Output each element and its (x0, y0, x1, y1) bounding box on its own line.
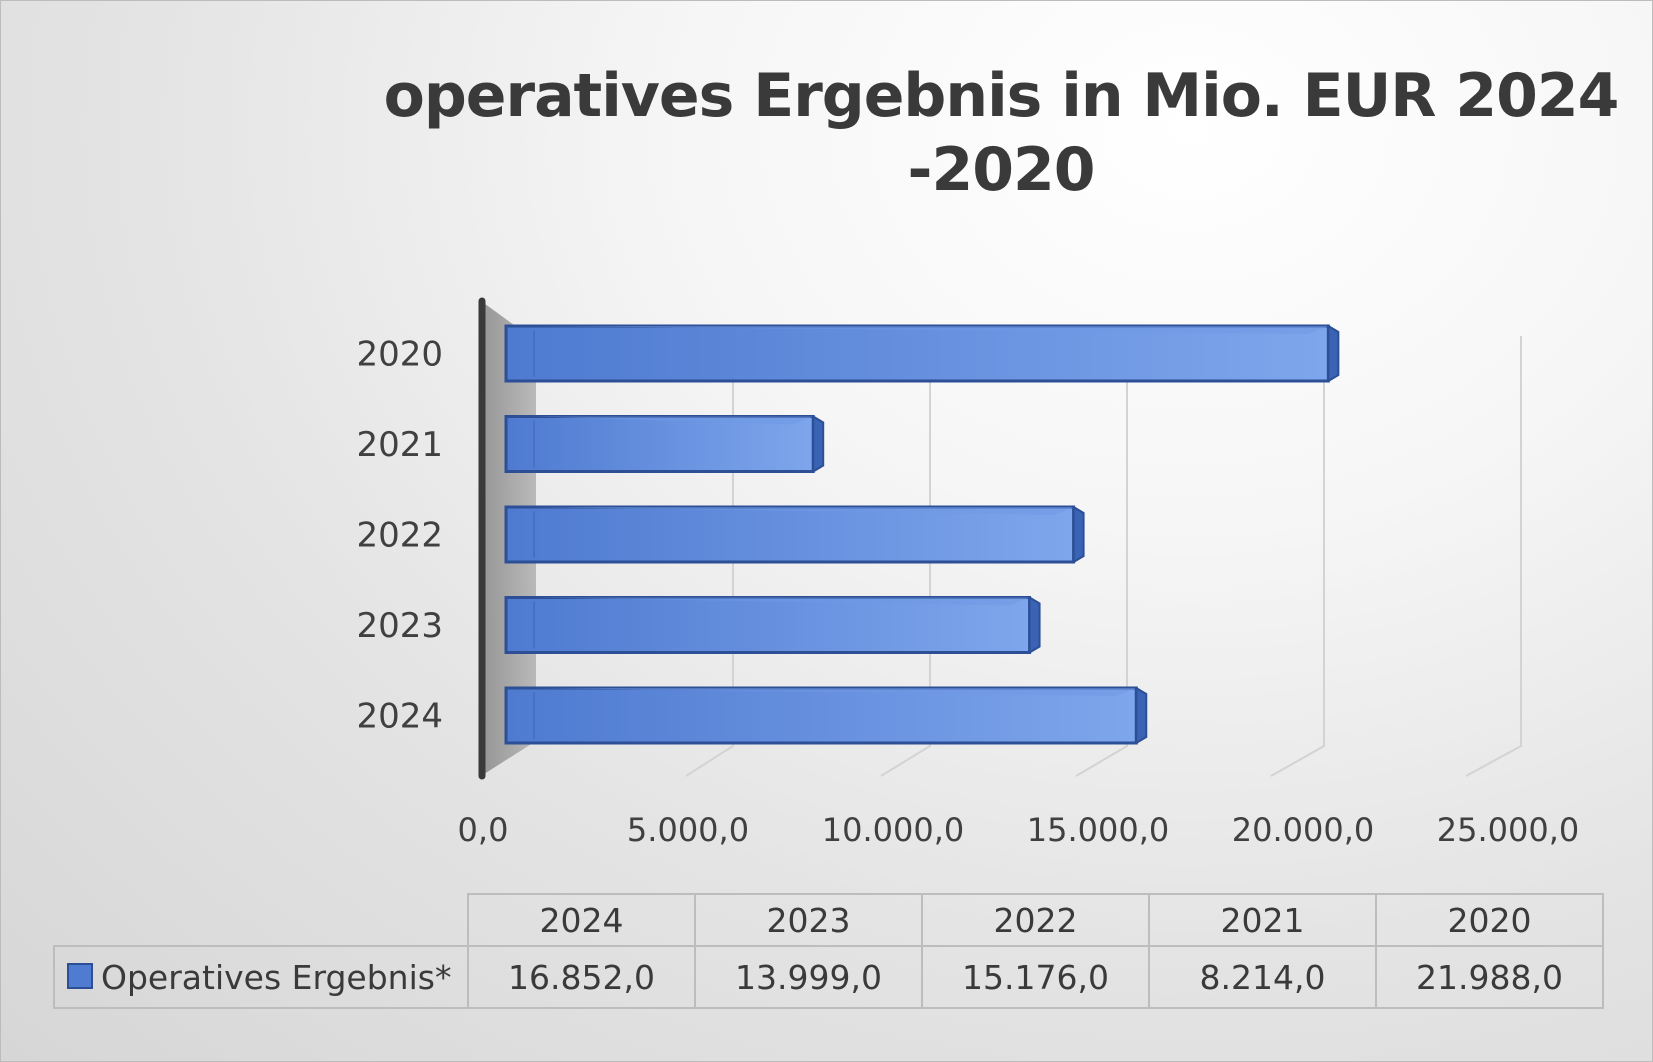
bar-end-cap (812, 414, 825, 474)
data-table-header-row: 2024 2023 2022 2021 2020 (54, 893, 1604, 947)
chart-title: operatives Ergebnis in Mio. EUR 2024 -20… (383, 61, 1620, 205)
bar-2024 (504, 686, 1148, 745)
bar-2020 (504, 324, 1340, 383)
bar-2023 (504, 595, 1041, 655)
bar-end-cap (1072, 505, 1085, 564)
data-table-value-cell: 21.988,0 (1375, 945, 1604, 1009)
y-tick-label: 2024 (356, 697, 443, 737)
data-table-header-cell: 2023 (694, 893, 923, 947)
bar-face (504, 596, 1032, 654)
data-table-value-cell: 13.999,0 (694, 945, 923, 1009)
bar-end-cap (1028, 595, 1041, 655)
data-table-corner (54, 894, 469, 947)
bar-2022 (504, 505, 1085, 564)
data-table-header-cell: 2021 (1148, 893, 1377, 947)
gridline (1270, 336, 1325, 777)
data-table: 2024 2023 2022 2021 2020 Operatives Erge… (53, 893, 1604, 1009)
bar-face (504, 505, 1076, 564)
bar-top-bevel (506, 507, 1074, 515)
y-tick-label: 2022 (356, 516, 443, 556)
x-tick-label: 0,0 (458, 811, 509, 849)
bar-end-cap (1327, 324, 1340, 383)
bar-face (504, 415, 815, 473)
gridline (1465, 336, 1522, 777)
bar-top-bevel (506, 416, 814, 425)
bar-top-bevel (506, 326, 1329, 334)
gridline (880, 336, 931, 777)
bar-face (504, 686, 1138, 745)
data-table-header-cell: 2022 (921, 893, 1150, 947)
data-table-value-cell: 15.176,0 (921, 945, 1150, 1009)
data-table-value-cell: 16.852,0 (467, 945, 696, 1009)
y-tick-label: 2020 (356, 335, 443, 375)
x-tick-label: 15.000,0 (1027, 811, 1170, 849)
series-name: Operatives Ergebnis* (101, 957, 452, 997)
data-table-header-cell: 2024 (467, 893, 696, 947)
y-tick-label: 2023 (356, 606, 443, 646)
x-tick-label: 10.000,0 (822, 811, 965, 849)
y-tick-label: 2021 (356, 425, 443, 465)
x-tick-label: 20.000,0 (1232, 811, 1375, 849)
data-table-series-label: Operatives Ergebnis* (53, 945, 469, 1009)
bar-2021 (504, 414, 825, 474)
data-table-value-cell: 8.214,0 (1148, 945, 1377, 1009)
bar-top-bevel (506, 688, 1137, 696)
gridline (1075, 336, 1128, 777)
x-tick-label: 25.000,0 (1437, 811, 1580, 849)
bar-face (504, 324, 1330, 383)
data-table-row: Operatives Ergebnis* 16.852,0 13.999,0 1… (53, 945, 1604, 1009)
data-table-header-cell: 2020 (1375, 893, 1604, 947)
bar-top-bevel (506, 597, 1030, 606)
bar-end-cap (1135, 686, 1148, 745)
legend-key-icon (67, 963, 93, 989)
x-tick-label: 5.000,0 (627, 811, 749, 849)
